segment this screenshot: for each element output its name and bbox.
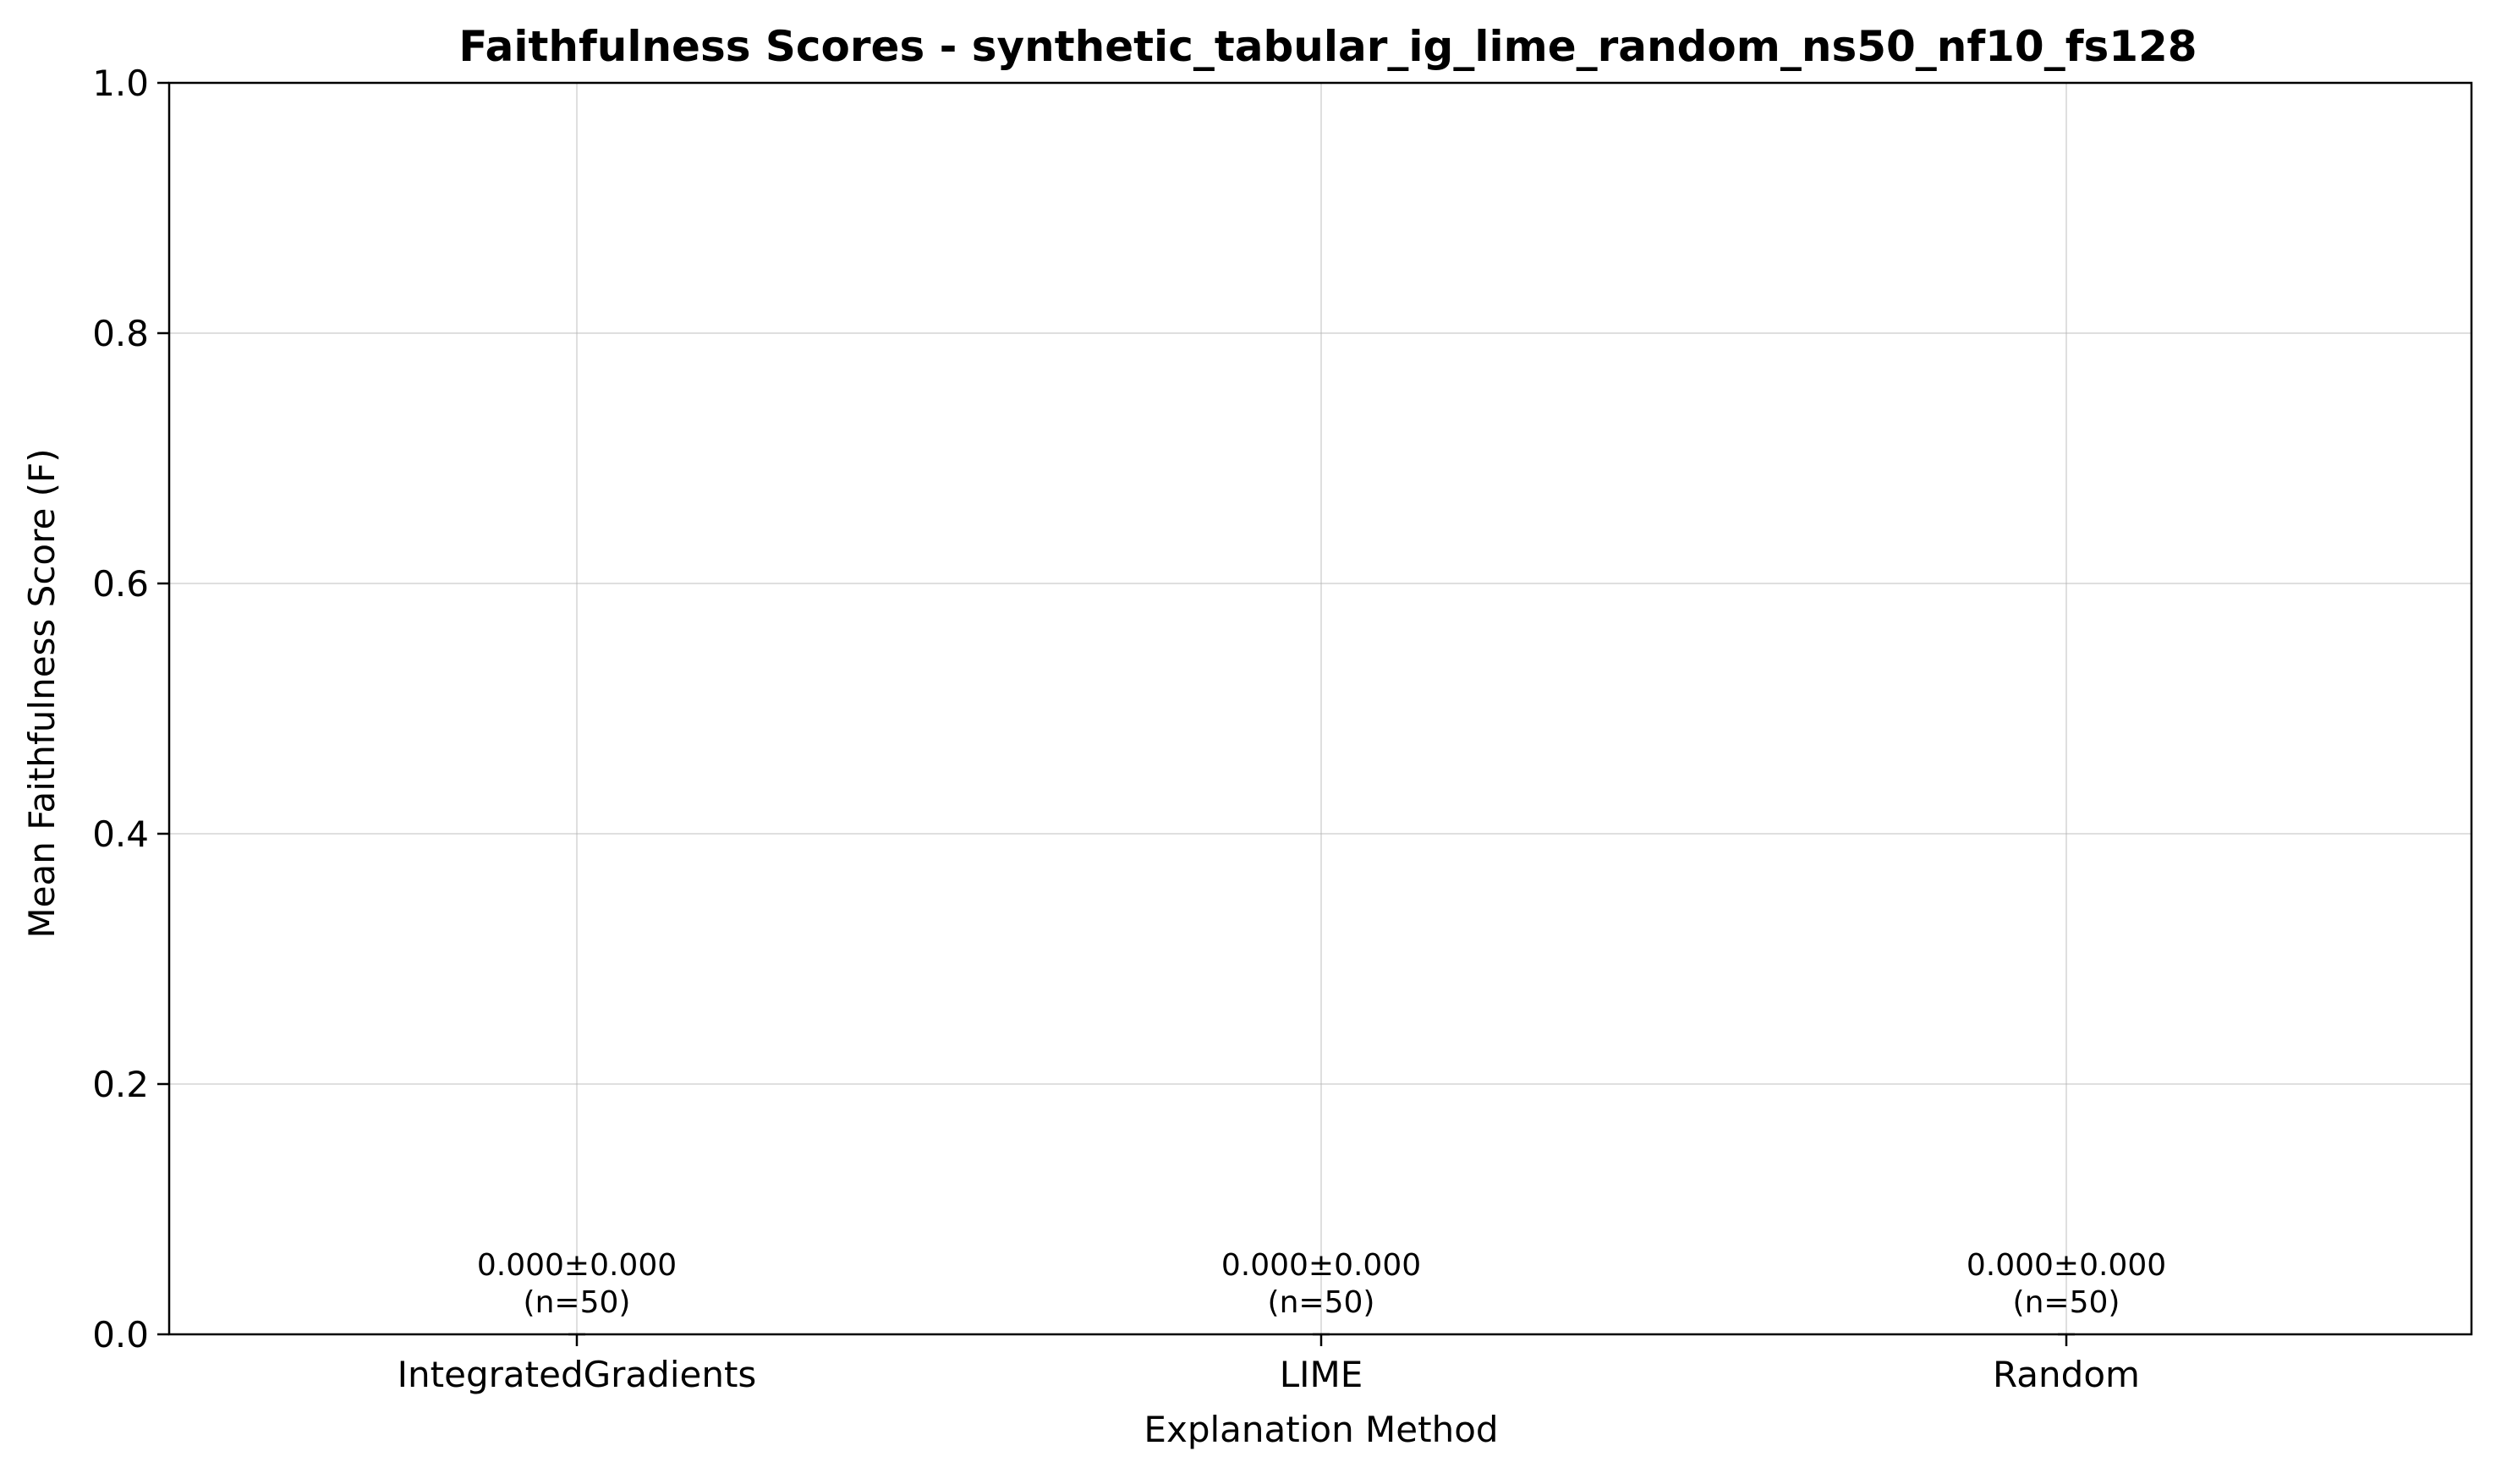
y-tick-label: 0.8 <box>92 313 149 354</box>
data-label-value: 0.000±0.000 <box>1967 1248 2166 1283</box>
x-axis-ticks: IntegratedGradients LIME Random <box>398 1334 2140 1395</box>
x-tick-label: IntegratedGradients <box>398 1354 757 1395</box>
data-labels: 0.000±0.000(n=50)0.000±0.000(n=50)0.000±… <box>477 1248 2166 1320</box>
y-tick-label: 0.4 <box>92 813 149 855</box>
y-tick-label: 0.6 <box>92 563 149 605</box>
y-axis-label: Mean Faithfulness Score (F) <box>21 448 63 938</box>
x-tick-label: LIME <box>1280 1354 1363 1395</box>
chart-title: Faithfulness Scores - synthetic_tabular_… <box>458 22 2197 71</box>
y-tick-label: 0.2 <box>92 1064 149 1105</box>
data-label-count: (n=50) <box>524 1285 631 1320</box>
data-label-value: 0.000±0.000 <box>1221 1248 1421 1283</box>
y-tick-label: 0.0 <box>92 1314 149 1355</box>
y-axis-ticks: 0.0 0.2 0.4 0.6 0.8 1.0 <box>92 63 169 1355</box>
x-axis-label: Explanation Method <box>1144 1409 1498 1450</box>
data-label-value: 0.000±0.000 <box>477 1248 677 1283</box>
data-label-count: (n=50) <box>2013 1285 2120 1320</box>
data-label-count: (n=50) <box>1268 1285 1375 1320</box>
y-tick-label: 1.0 <box>92 63 149 104</box>
x-tick-label: Random <box>1993 1354 2140 1395</box>
